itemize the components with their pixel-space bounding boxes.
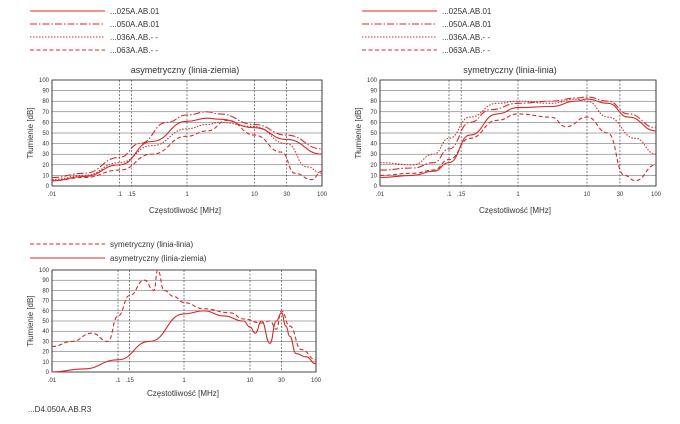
legend-label: ...025A.AB.01 [110, 7, 160, 16]
x-tick-label: .15 [457, 192, 466, 198]
x-axis-label: Częstotliwość [MHz] [149, 206, 221, 215]
y-tick-label: 10 [370, 173, 377, 179]
x-tick-label: .01 [48, 378, 57, 384]
chart-1: 0 10 20 30 40 50 60 70 80 90 100 .01 .1 .15 1 10 30 100 as… [26, 7, 328, 215]
legend-label: ...050A.AB.01 [110, 20, 160, 29]
y-axis-label: Tłumienie [dB] [354, 107, 363, 158]
y-tick-label: 100 [367, 78, 378, 84]
y-tick-label: 90 [370, 89, 377, 95]
plot-frame [379, 79, 657, 187]
series-line-2 [51, 310, 317, 373]
x-tick-label: .1 [117, 192, 123, 198]
chart-title: symetryczny (linia-linia) [463, 65, 557, 75]
x-axis-label: Częstotliwość [MHz] [147, 389, 219, 398]
y-tick-label: 60 [42, 309, 49, 315]
legend-label: asymetryczny (linia-ziemia) [110, 254, 207, 263]
series-line-1 [51, 117, 323, 182]
y-tick-label: 10 [42, 360, 49, 366]
y-tick-label: 40 [42, 329, 49, 335]
x-tick-label: .01 [48, 192, 57, 198]
y-tick-label: 10 [42, 173, 49, 179]
y-tick-label: 50 [42, 131, 49, 137]
series-line-1 [51, 269, 317, 361]
x-tick-label: .01 [376, 192, 385, 198]
y-tick-label: 0 [374, 184, 378, 190]
x-tick-label: 10 [247, 378, 254, 384]
x-tick-label: 1 [516, 192, 520, 198]
y-tick-label: 50 [42, 319, 49, 325]
y-tick-label: 40 [42, 142, 49, 148]
plot-frame [51, 269, 317, 373]
x-tick-label: 100 [651, 192, 662, 198]
y-tick-label: 30 [42, 339, 49, 345]
x-tick-label: 30 [617, 192, 624, 198]
legend-label: ...050A.AB.01 [442, 20, 492, 29]
y-tick-label: 100 [39, 78, 50, 84]
legend-label: ...036A.AB.- - [110, 33, 158, 42]
y-tick-label: 0 [46, 184, 50, 190]
y-tick-label: 30 [42, 152, 49, 158]
legend-label: ...063A.AB.- - [442, 46, 490, 55]
y-tick-label: 90 [42, 89, 49, 95]
y-tick-label: 40 [370, 142, 377, 148]
x-tick-label: 30 [283, 192, 290, 198]
y-tick-label: 70 [42, 299, 49, 305]
legend-label: ...025A.AB.01 [442, 7, 492, 16]
x-tick-label: .15 [125, 378, 134, 384]
product-code: ...D4.050A.AB.R3 [28, 405, 92, 414]
y-tick-label: 0 [46, 370, 50, 376]
x-tick-label: 100 [311, 378, 322, 384]
y-tick-label: 80 [370, 99, 377, 105]
y-tick-label: 20 [42, 350, 49, 356]
x-tick-label: 10 [584, 192, 591, 198]
plot-frame [51, 79, 323, 187]
y-tick-label: 70 [370, 110, 377, 116]
x-tick-label: 1 [182, 378, 186, 384]
legend-label: ...036A.AB.- - [442, 33, 490, 42]
chart-2: 0 10 20 30 40 50 60 70 80 90 100 .01 .1 .15 1 10 30 100 sy… [354, 7, 662, 215]
y-tick-label: 50 [370, 131, 377, 137]
series-line-2 [379, 96, 657, 171]
y-tick-label: 60 [370, 120, 377, 126]
x-tick-label: 30 [278, 378, 285, 384]
series-line-1 [379, 98, 657, 179]
y-axis-label: Tłumienie [dB] [26, 295, 35, 346]
x-tick-label: 10 [251, 192, 258, 198]
y-tick-label: 20 [42, 163, 49, 169]
y-tick-label: 80 [42, 99, 49, 105]
x-tick-label: .1 [446, 192, 452, 198]
chart-title: asymetryczny (linia-ziemia) [131, 65, 240, 75]
y-axis-label: Tłumienie [dB] [26, 107, 35, 158]
y-tick-label: 100 [39, 268, 50, 274]
y-tick-label: 60 [42, 120, 49, 126]
x-tick-label: 1 [185, 192, 189, 198]
y-tick-label: 20 [370, 163, 377, 169]
series-line-4 [379, 113, 657, 182]
x-tick-label: .15 [127, 192, 136, 198]
series-line-4 [51, 119, 323, 182]
series-line-3 [379, 98, 657, 166]
legend-label: ...063A.AB.- - [110, 46, 158, 55]
x-tick-label: 100 [317, 192, 328, 198]
chart-3: 0 10 20 30 40 50 60 70 80 90 100 .01 .1 .15 1 10 30 100 Cz… [26, 240, 322, 398]
y-tick-label: 70 [42, 110, 49, 116]
x-axis-label: Częstotliwość [MHz] [479, 206, 551, 215]
legend-label: symetryczny (linia-linia) [110, 240, 193, 249]
x-tick-label: .1 [115, 378, 121, 384]
y-tick-label: 90 [42, 278, 49, 284]
y-tick-label: 30 [370, 152, 377, 158]
y-tick-label: 80 [42, 288, 49, 294]
series-line-2 [51, 111, 323, 179]
